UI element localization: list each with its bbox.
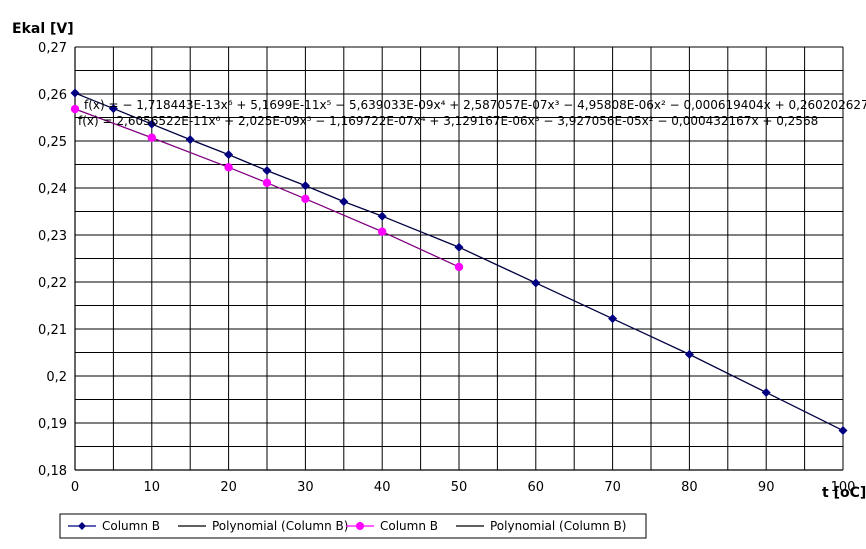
y-tick-label: 0,22 bbox=[38, 276, 67, 291]
data-point bbox=[608, 314, 618, 324]
y-tick-label: 0,24 bbox=[38, 182, 67, 197]
data-point bbox=[70, 104, 80, 114]
tick-labels: 0 10 20 30 40 50 60 70 80 90 100 0,18 0,19 0,2 0,21 0,2… bbox=[38, 41, 855, 495]
data-point bbox=[185, 135, 195, 145]
y-tick-label: 0,25 bbox=[38, 135, 67, 150]
x-tick-label: 60 bbox=[528, 480, 545, 495]
trendline-equation: f(x) = 2,6056522E-11x⁶ + 2,025E-09x⁵ − 1… bbox=[78, 114, 818, 128]
trendline-equation: f(x) = − 1,718443E-13x⁶ + 5,1699E-11x⁵ −… bbox=[84, 98, 866, 112]
legend-label: Polynomial (Column B) bbox=[212, 519, 348, 533]
data-point bbox=[378, 227, 387, 236]
x-axis-title: t [oC] bbox=[822, 485, 866, 501]
series-markers bbox=[70, 88, 848, 436]
axes bbox=[74, 47, 843, 471]
x-tick-label: 20 bbox=[220, 480, 237, 495]
data-point bbox=[684, 349, 694, 359]
x-tick-label: 10 bbox=[144, 480, 161, 495]
data-point bbox=[761, 387, 771, 397]
legend-marker bbox=[356, 522, 364, 530]
data-point bbox=[262, 166, 272, 176]
data-point bbox=[454, 242, 464, 252]
data-point bbox=[300, 181, 310, 191]
data-point bbox=[454, 262, 464, 272]
data-point bbox=[301, 194, 310, 204]
data-point bbox=[70, 88, 80, 98]
data-point bbox=[262, 178, 272, 188]
x-tick-label: 0 bbox=[71, 480, 79, 495]
data-point bbox=[339, 197, 349, 207]
y-tick-label: 0,21 bbox=[38, 323, 67, 338]
x-tick-label: 80 bbox=[681, 480, 698, 495]
y-tick-label: 0,23 bbox=[38, 229, 67, 244]
legend: Column B Polynomial (Column B) Column B Pol… bbox=[59, 513, 647, 539]
data-point bbox=[224, 150, 234, 160]
data-point bbox=[147, 119, 157, 129]
data-point bbox=[377, 211, 387, 221]
x-tick-label: 50 bbox=[451, 480, 468, 495]
data-point bbox=[531, 278, 541, 288]
legend-label: Column B bbox=[102, 519, 160, 533]
trendline-equations: f(x) = − 1,718443E-13x⁶ + 5,1699E-11x⁵ −… bbox=[78, 98, 866, 128]
y-axis-title: Ekal [V] bbox=[12, 21, 74, 37]
data-point bbox=[224, 163, 233, 172]
x-tick-label: 40 bbox=[374, 480, 391, 495]
legend-marker bbox=[78, 522, 86, 530]
legend-label: Column B bbox=[380, 519, 438, 533]
y-tick-label: 0,19 bbox=[38, 417, 67, 432]
data-point bbox=[147, 133, 156, 142]
data-point bbox=[108, 104, 118, 114]
x-tick-label: 70 bbox=[604, 480, 621, 495]
x-tick-label: 30 bbox=[297, 480, 314, 495]
x-tick-label: 90 bbox=[758, 480, 775, 495]
x-tick-label: 100 bbox=[831, 480, 856, 495]
y-tick-label: 0,18 bbox=[38, 464, 67, 479]
y-tick-label: 0,26 bbox=[38, 88, 67, 103]
legend-label: Polynomial (Column B) bbox=[490, 519, 626, 533]
data-point bbox=[838, 426, 848, 436]
y-tick-label: 0,27 bbox=[38, 41, 67, 56]
y-tick-label: 0,2 bbox=[46, 370, 67, 385]
